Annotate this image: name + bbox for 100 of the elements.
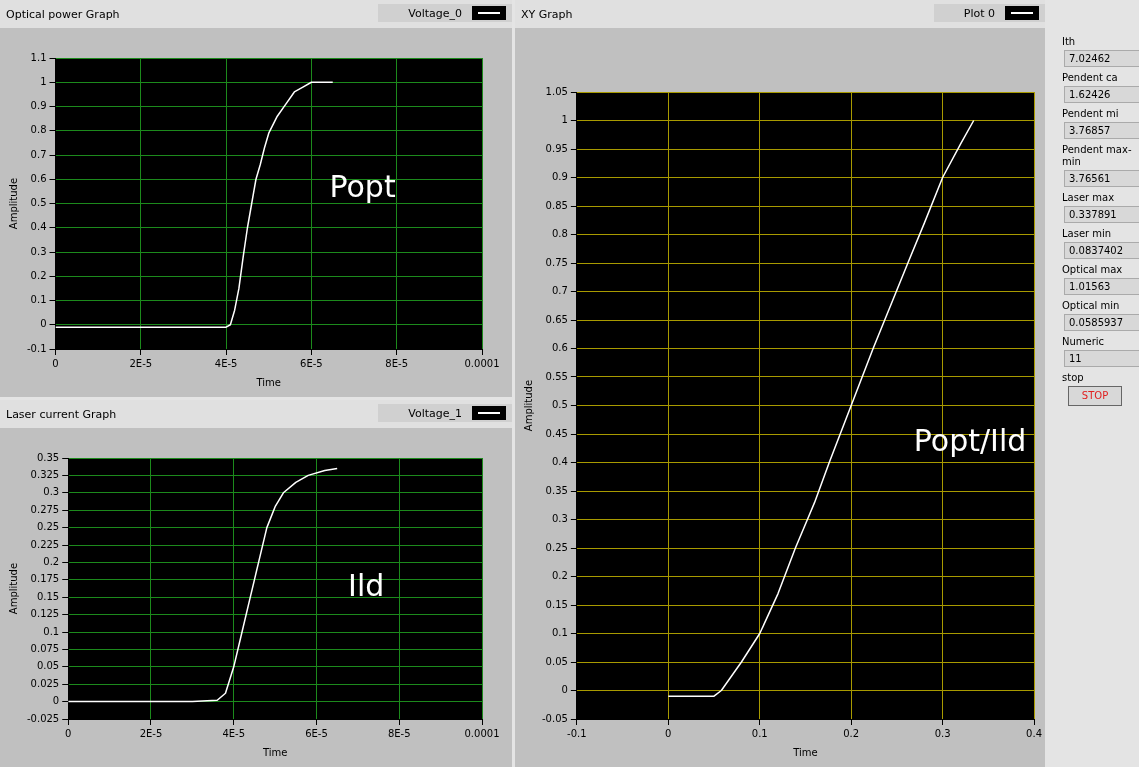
y-tick-label: 0.175 [30,573,60,585]
x-tick-label: 2E-5 [139,727,163,739]
text: 0.337891 [1064,206,1139,223]
y-tick-label: 0.2 [551,570,568,582]
x-axis-title: Time [792,746,818,758]
y-tick-label: 0 [52,695,60,707]
y-tick-label: 0.025 [30,677,60,689]
x-tick-label: 4E-5 [222,727,246,739]
y-tick-label: 0.35 [36,451,60,463]
y-tick-label: -0.1 [27,342,47,354]
text: 7.02462 [1064,50,1139,67]
y-tick-label: 0.075 [30,642,60,654]
y-axis-title: Amplitude [7,562,19,615]
y-tick-label: 0.8 [30,124,47,136]
annotation: Popt [329,168,396,204]
y-tick-label: 0.7 [30,148,47,160]
y-tick-label: 0.45 [545,427,568,439]
y-tick-label: 1 [561,114,568,126]
y-tick-label: 0.6 [551,342,568,354]
text: Numeric [1062,336,1106,348]
y-tick-label: 0.85 [545,199,568,211]
legend-label: Plot 0 [963,6,995,20]
x-tick-label: 0 [65,727,72,739]
x-tick-label: 0 [665,727,672,739]
y-tick-label: 0.325 [30,468,60,480]
y-tick-label: 0.6 [30,172,47,184]
y-tick-label: 0.35 [545,484,568,496]
y-tick-label: 0.1 [551,627,568,639]
y-tick-label: 0.7 [551,285,568,297]
y-tick-label: 0.4 [551,456,568,468]
x-tick-label: 6E-5 [300,357,323,369]
y-tick-label: 1.05 [545,85,568,97]
y-tick-label: 0.5 [551,399,568,411]
y-tick-label: 0.275 [30,503,60,515]
y-tick-label: 0.15 [545,598,568,610]
y-tick-label: 1 [40,75,47,87]
x-tick-label: 4E-5 [214,357,238,369]
y-tick-label: 0.55 [545,370,568,382]
text: Optical min [1062,300,1121,312]
y-tick-label: 0.15 [36,590,60,602]
text: 1.62426 [1064,86,1139,103]
legend-label: Voltage_0 [408,6,462,20]
text: Optical max [1062,264,1124,276]
text: Laser max [1062,192,1116,204]
x-tick-label: 0.2 [843,727,860,739]
y-axis-title: Amplitude [522,379,534,432]
y-tick-label: 0.75 [545,256,568,268]
y-tick-label: -0.025 [26,712,60,724]
x-tick-label: 8E-5 [387,727,411,739]
y-tick-label: 0.05 [545,655,568,667]
y-tick-label: 0.5 [30,197,47,209]
text: Pendent max-min [1062,144,1133,168]
x-tick-label: 0.4 [1026,727,1042,739]
text: 3.76561 [1064,170,1139,187]
y-tick-label: -0.05 [542,712,568,724]
x-tick-label: 6E-5 [305,727,328,739]
y-tick-label: 0.9 [30,100,47,112]
text: Laser min [1062,228,1113,240]
y-tick-label: 0.3 [551,513,568,525]
x-axis-title: Time [261,746,288,758]
text: 1.01563 [1064,278,1139,295]
x-tick-label: 0.0001 [464,727,500,739]
text: Ith [1062,36,1077,48]
y-tick-label: 0.225 [30,538,60,550]
text: Pendent mi [1062,108,1120,120]
text: 0.0585937 [1064,314,1139,331]
text: 11 [1064,350,1139,367]
y-tick-label: 0.25 [545,541,568,553]
y-tick-label: 0.125 [30,608,60,620]
text: 3.76857 [1064,122,1139,139]
x-tick-label: 8E-5 [385,357,409,369]
text: Pendent ca [1062,72,1119,84]
chart-title: Optical power Graph [6,8,120,21]
y-tick-label: 0.8 [551,228,568,240]
y-tick-label: 1.1 [30,51,47,63]
y-tick-label: 0.2 [43,555,60,567]
y-tick-label: 0 [561,684,568,696]
y-tick-label: 0.65 [545,313,568,325]
y-tick-label: 0.4 [30,221,47,233]
x-tick-label: 0.1 [751,727,768,739]
y-tick-label: 0.25 [36,521,60,533]
x-tick-label: 0.3 [934,727,951,739]
y-tick-label: 0.9 [551,171,568,183]
x-tick-label: 2E-5 [129,357,153,369]
text: stop [1062,372,1085,384]
text: 0.0837402 [1064,242,1139,259]
x-tick-label: 0.0001 [464,357,500,369]
y-tick-label: 0.1 [43,625,60,637]
y-tick-label: 0.3 [30,245,47,257]
y-tick-label: 0.2 [30,269,47,281]
y-tick-label: 0.3 [43,486,60,498]
annotation: Ild [348,568,385,604]
y-axis-title: Amplitude [7,177,19,230]
y-tick-label: 0 [40,318,47,330]
y-tick-label: 0.1 [30,294,47,306]
chart-title: Laser current Graph [6,408,117,421]
y-tick-label: 0.95 [545,142,568,154]
chart-title: XY Graph [521,8,573,21]
y-tick-label: 0.05 [36,660,60,672]
text: STOP [1068,386,1122,406]
